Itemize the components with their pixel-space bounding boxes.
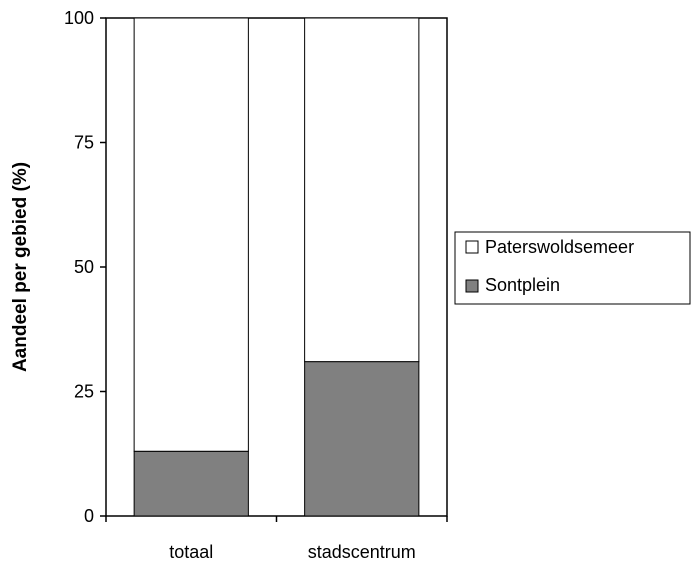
y-tick-label-100: 100 bbox=[64, 8, 94, 28]
legend-swatch-paterswoldsemeer bbox=[465, 240, 479, 254]
bar-sontplein-totaal bbox=[133, 450, 249, 517]
bar-paterswoldsemeer-stadscentrum bbox=[304, 17, 420, 363]
legend-label-sontplein: Sontplein bbox=[485, 275, 560, 295]
y-tick-label-50: 50 bbox=[74, 257, 94, 277]
bars bbox=[133, 17, 420, 517]
y-axis-label: Aandeel per gebied (%) bbox=[10, 162, 31, 372]
bar-paterswoldsemeer-totaal bbox=[133, 17, 249, 452]
plot-area: 0 25 50 75 100 totaal stadscentrum bbox=[64, 8, 448, 562]
y-tick-label-25: 25 bbox=[74, 382, 94, 402]
legend-label-paterswoldsemeer: Paterswoldsemeer bbox=[485, 237, 634, 257]
y-tick-label-75: 75 bbox=[74, 133, 94, 153]
legend-swatch-sontplein bbox=[465, 279, 479, 293]
x-tick-label-totaal: totaal bbox=[169, 542, 213, 562]
bar-sontplein-stadscentrum bbox=[304, 361, 420, 517]
x-tick-label-stadscentrum: stadscentrum bbox=[308, 542, 416, 562]
x-axis-ticks: totaal stadscentrum bbox=[105, 516, 448, 562]
y-tick-label-0: 0 bbox=[84, 506, 94, 526]
legend-box bbox=[454, 231, 691, 305]
legend: Paterswoldsemeer Sontplein bbox=[454, 231, 691, 305]
y-axis-ticks: 0 25 50 75 100 bbox=[64, 8, 106, 526]
